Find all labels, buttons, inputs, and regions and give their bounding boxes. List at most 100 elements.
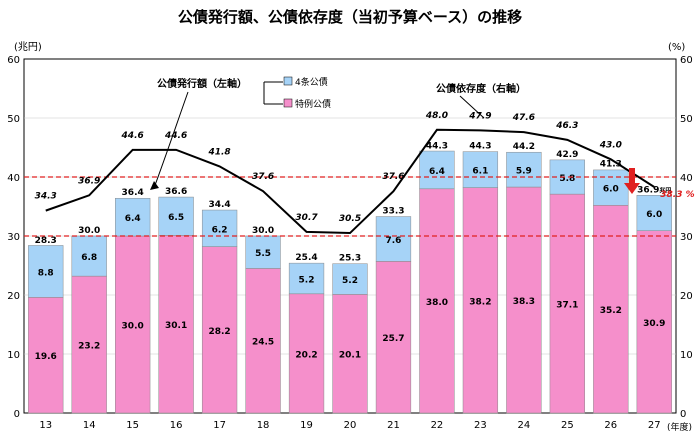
label-total: 41.3 [600,159,622,169]
bar-tokurei [593,205,629,414]
left-tick-label: 50 [7,114,20,125]
reference-lines [24,176,676,237]
bar-4jo [201,209,238,247]
label-4jo: 6.5 [168,213,184,223]
right-axis-ticks: 0 10 20 30 40 50 60 [680,55,693,420]
bar-tokurei [71,275,107,414]
label-tokurei: 20.2 [295,350,317,360]
right-tick-label: 40 [680,173,693,184]
label-total: 33.3 [382,207,404,217]
label-tokurei: 30.0 [122,322,144,332]
bar-4jo [419,150,455,190]
legend-label-4jo: 4条公債 [295,76,328,88]
label-total: 44.2 [513,142,535,152]
label-4jo: 5.5 [255,249,271,259]
dependency-label: 47.6 [512,113,535,123]
bar-tokurei [158,235,194,414]
x-tick-label: 17 [213,420,226,431]
label-total-unit: 兆円 [659,186,671,194]
bar-tokurei [549,193,585,414]
label-tokurei: 38.0 [426,298,448,308]
label-total: 36.6 [165,187,187,197]
x-tick-label: 19 [300,420,313,431]
right-tick-label: 60 [680,55,693,66]
x-tick-label: 24 [517,420,530,431]
left-tick-label: 30 [7,232,20,243]
right-tick-label: 50 [680,114,693,125]
left-axis-annotation-arrow [153,91,189,189]
label-total: 34.4 [208,200,230,210]
bar-4jo [375,216,412,262]
x-tick-label: 14 [83,420,96,431]
bar-4jo [288,262,325,295]
left-axis-unit: (兆円) [14,41,42,53]
label-total: 36.9兆円 [637,185,671,195]
dependency-label: 44.6 [164,131,187,141]
label-4jo: 6.1 [472,167,488,177]
label-total: 42.9 [556,150,578,160]
right-axis-annotation-pointer [459,95,485,119]
x-tick-label: 21 [387,420,400,431]
dependency-label: 44.6 [121,131,144,141]
dependency-label: 36.9 [78,176,100,186]
label-tokurei: 37.1 [556,301,578,311]
x-axis-unit: (年度) [667,421,692,433]
right-tick-label: 20 [680,291,693,302]
x-tick-label: 15 [126,420,139,431]
bar-tokurei [375,261,412,414]
label-4jo: 6.2 [212,225,228,235]
decline-arrow [624,168,640,194]
x-axis-ticks: 13 14 15 16 17 18 19 20 21 22 23 24 25 26 27 [39,420,660,431]
label-tokurei: 38.3 [513,297,535,307]
dependency-label: 37.6 [252,172,274,182]
label-total: 30.0 [78,226,100,236]
label-tokurei: 20.1 [339,351,361,361]
bar-4jo [245,235,281,269]
label-4jo: 6.4 [429,167,445,177]
x-tick-label: 27 [648,420,661,431]
bars: 19.6 8.8 28.3 23.2 6.8 30.0 30.0 6.4 36.4 30.1 6.5… [28,142,672,414]
left-tick-label: 40 [7,173,20,184]
label-tokurei: 30.9 [643,319,665,329]
left-axis-ticks: 0 10 20 30 40 50 60 [7,55,20,420]
x-tick-label: 23 [474,420,487,431]
label-4jo: 6.8 [81,253,97,263]
label-4jo: 7.6 [385,236,401,246]
label-tokurei: 28.2 [208,327,230,337]
x-tick-label: 18 [257,420,270,431]
right-axis-annotation: 公債依存度（右軸） [436,82,526,95]
dependency-label: 46.3 [555,121,578,131]
label-tokurei: 19.6 [35,352,57,362]
dependency-label: 30.7 [295,213,318,223]
legend-label-tokurei: 特例公債 [295,98,331,110]
left-tick-label: 10 [7,350,20,361]
dependency-label: 37.6 [382,172,404,182]
legend-swatch-4jo [283,76,293,86]
label-total: 30.0 [252,226,274,236]
bar-4jo [506,151,542,188]
label-tokurei: 24.5 [252,338,274,348]
bar-4jo [636,195,672,231]
label-total: 25.4 [295,253,317,263]
left-axis-annotation-arrowhead [150,181,159,190]
bar-4jo [462,151,499,188]
dependency-label: 47.9 [468,111,491,121]
label-4jo: 5.2 [342,276,358,286]
x-tick-label: 26 [604,420,617,431]
label-4jo: 5.8 [559,174,575,184]
right-tick-label: 0 [680,409,686,420]
bar-tokurei [506,186,542,414]
x-tick-label: 16 [170,420,183,431]
x-tick-label: 25 [561,420,574,431]
label-total: 25.3 [339,254,361,264]
dependency-line [45,128,655,235]
bar-tokurei [419,188,455,414]
label-total: 44.3 [426,142,448,152]
bar-tokurei [636,230,672,414]
label-4jo: 6.0 [646,210,662,220]
left-tick-label: 20 [7,291,20,302]
dependency-label: 30.5 [339,214,361,224]
label-4jo: 8.8 [38,268,54,278]
dependency-line-group: 34.3 36.9 44.6 44.6 41.8 37.6 30.7 30.5 37.6 48.0… [35,111,695,235]
